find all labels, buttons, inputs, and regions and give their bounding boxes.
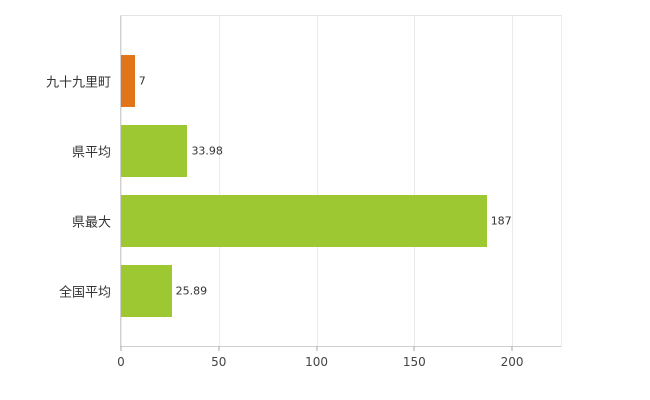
category-label: 全国平均 [58, 285, 111, 301]
x-axis: 0 50 100 150 200 [117, 346, 561, 380]
category-label: 県平均 [71, 145, 111, 161]
bar-row: 県平均 33.98 [72, 116, 561, 186]
bar-row: 全国平均 25.89 [59, 256, 561, 326]
value-label: 7 [138, 74, 146, 88]
gridlines [121, 16, 561, 346]
tick-mark [316, 346, 318, 351]
x-tick-label: 100 [305, 355, 328, 369]
bar-row: 県最大 187 [72, 186, 561, 256]
x-tick-label: 150 [402, 355, 426, 369]
bar-row: 九十九里町 7 [46, 46, 561, 116]
value-label: 33.98 [191, 144, 223, 158]
bar-rows: 九十九里町 7 県平均 33.98 県最大 187 全国平均 25.89 [46, 16, 561, 346]
bar[interactable] [121, 265, 172, 317]
bar[interactable] [121, 125, 188, 177]
plot-area: 九十九里町 7 県平均 33.98 県最大 187 全国平均 25.89 0 50 100 150 2… [46, 15, 562, 369]
gridline [414, 16, 416, 346]
category-label: 九十九里町 [45, 75, 111, 91]
value-label: 25.89 [175, 284, 208, 298]
bar[interactable] [121, 195, 487, 247]
tick-mark [413, 346, 415, 351]
tick-mark [120, 346, 122, 351]
category-label: 県最大 [71, 215, 111, 231]
tick-mark [218, 346, 220, 351]
x-tick-label: 200 [500, 355, 524, 369]
tick-mark [511, 346, 513, 351]
gridline [121, 16, 122, 346]
gridline [316, 16, 318, 346]
value-label: 187 [490, 214, 512, 228]
bar[interactable] [121, 55, 135, 107]
x-tick-label: 0 [117, 355, 125, 369]
gridline [218, 16, 220, 346]
gridline [512, 16, 514, 346]
x-tick-label: 50 [211, 355, 227, 369]
